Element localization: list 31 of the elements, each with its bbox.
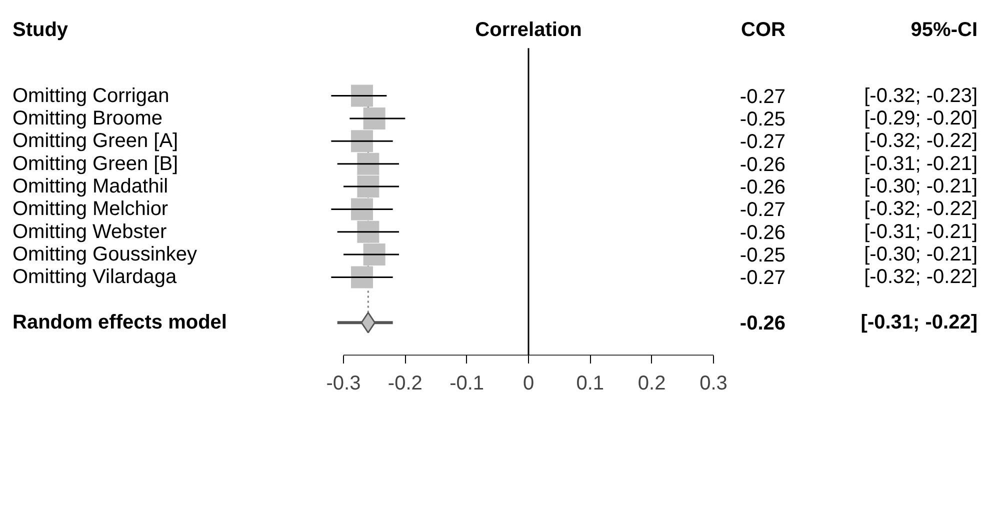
y-tick-label: Omitting Madathil [12, 176, 168, 198]
y-tick-label: Omitting Webster [12, 220, 167, 243]
text: -0.27 [-0.32; -0.22] [740, 198, 978, 222]
x-tick-label: -0.2 [388, 372, 422, 394]
text: -0.27 [-0.32; -0.23] [740, 84, 978, 108]
y-tick-label: Omitting Vilardaga [12, 266, 178, 288]
text: -0.26 [-0.31; -0.21] [740, 152, 978, 176]
x-tick-label: 0 [522, 372, 534, 394]
x-axis-title: Correlation [475, 18, 582, 41]
text: -0.26 [-0.31; -0.21] [740, 220, 978, 244]
text: -0.26 [-0.30; -0.21] [740, 176, 978, 199]
x-tick-label: 0.1 [576, 372, 604, 394]
text: COR [741, 18, 786, 41]
text: -0.25 [-0.30; -0.21] [740, 244, 978, 267]
y-tick-label: Omitting Melchior [12, 198, 168, 220]
x-tick-label: 0.3 [700, 372, 728, 394]
y-tick-label: Omitting Corrigan [12, 84, 170, 107]
x-tick-label: -0.3 [326, 372, 361, 394]
text: -0.25 [-0.29; -0.20] [740, 107, 978, 130]
text: 95%-CI [910, 18, 978, 41]
y-tick-label: Random effects model [12, 312, 227, 334]
x-tick-label: 0.2 [638, 372, 666, 394]
y-tick-label: Omitting Green [A] [12, 130, 178, 152]
y-tick-label: Omitting Green [B] [12, 152, 178, 175]
text: -0.27 [-0.32; -0.22] [740, 266, 978, 290]
y-axis-title: Study [12, 18, 69, 41]
x-tick-label: -0.1 [450, 372, 484, 394]
text: -0.26 [-0.31; -0.22] [740, 312, 978, 335]
text: -0.27 [-0.32; -0.22] [740, 130, 978, 154]
y-tick-label: Omitting Goussinkey [12, 244, 198, 266]
y-tick-label: Omitting Broome [12, 107, 163, 130]
